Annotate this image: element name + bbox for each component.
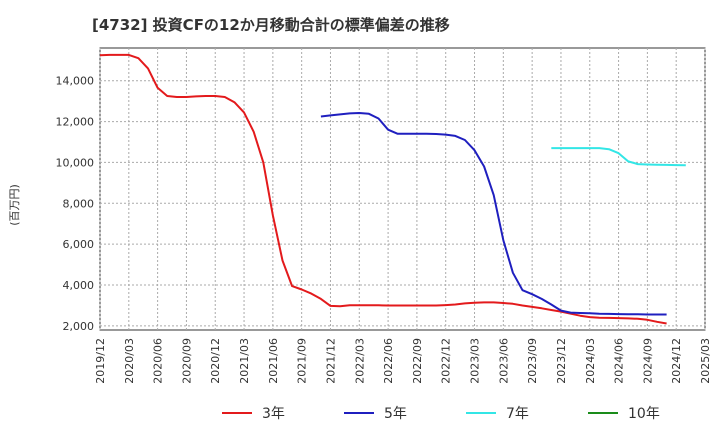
series-line-5年 <box>320 112 667 316</box>
y-tick-label: 8,000 <box>63 197 95 210</box>
vertical-gridlines <box>99 48 706 330</box>
x-tick-label: 2020/09 <box>180 338 193 384</box>
series-line-7年 <box>551 147 686 167</box>
x-tick-label: 2022/03 <box>353 338 366 384</box>
x-tick-label: 2025/03 <box>699 338 712 384</box>
x-tick-label: 2019/12 <box>94 338 107 384</box>
chart-title: [4732] 投資CFの12か月移動合計の標準偏差の推移 <box>92 16 450 34</box>
legend-label: 7年 <box>506 406 529 422</box>
x-tick-label: 2024/06 <box>613 338 626 384</box>
x-tick-label: 2024/12 <box>670 338 683 384</box>
x-tick-label: 2022/06 <box>382 338 395 384</box>
x-tick-label: 2024/09 <box>641 338 654 384</box>
y-tick-label: 12,000 <box>56 116 95 129</box>
x-tick-label: 2021/12 <box>324 338 337 384</box>
x-axis-tick-labels: 2019/12 2020/03 2020/06 2020/09 2020/12 2021/… <box>94 338 712 384</box>
x-tick-label: 2020/12 <box>209 338 222 384</box>
x-tick-label: 2021/03 <box>238 338 251 384</box>
legend-label: 10年 <box>628 406 660 422</box>
y-tick-label: 14,000 <box>56 75 95 88</box>
x-tick-label: 2024/03 <box>584 338 597 384</box>
legend: 3年 5年 7年 10年 <box>222 406 660 422</box>
horizontal-gridlines <box>100 80 705 327</box>
x-tick-label: 2021/09 <box>296 338 309 384</box>
x-tick-label: 2023/03 <box>469 338 482 384</box>
x-tick-label: 2023/09 <box>526 338 539 384</box>
x-tick-label: 2020/06 <box>152 338 165 384</box>
y-tick-label: 6,000 <box>63 238 95 251</box>
series-line-3年 <box>99 53 667 325</box>
x-tick-label: 2022/12 <box>440 338 453 384</box>
y-tick-label: 10,000 <box>56 156 95 169</box>
y-axis-tick-labels: 2,000 4,000 6,000 8,000 10,000 12,000 14,000 <box>56 75 95 333</box>
x-tick-label: 2020/03 <box>123 338 136 384</box>
plot-area-frame <box>99 47 706 331</box>
y-axis-label: (百万円) <box>8 184 21 226</box>
legend-label: 3年 <box>262 406 285 422</box>
x-tick-label: 2023/06 <box>497 338 510 384</box>
x-tick-label: 2023/12 <box>555 338 568 384</box>
x-tick-label: 2021/06 <box>267 338 280 384</box>
y-tick-label: 4,000 <box>63 279 95 292</box>
legend-label: 5年 <box>384 406 407 422</box>
y-tick-label: 2,000 <box>63 320 95 333</box>
x-tick-label: 2022/09 <box>411 338 424 384</box>
series-lines <box>99 53 686 325</box>
